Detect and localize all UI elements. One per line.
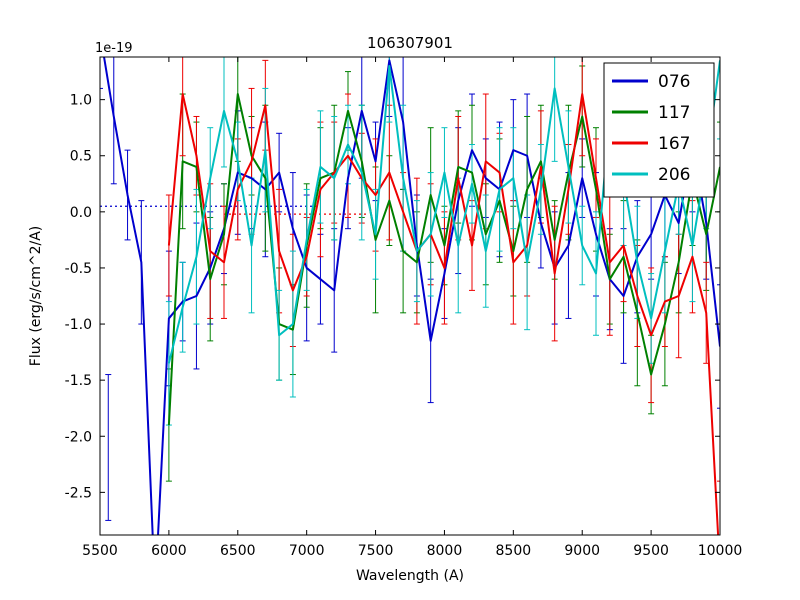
spectrum-line-076 (103, 57, 720, 535)
y-tick-label: -1.0 (65, 317, 92, 333)
y-axis-label: Flux (erg/s/cm^2/A) (28, 226, 44, 366)
x-tick-label: 10000 (698, 543, 743, 559)
y-tick-label: -0.5 (65, 261, 92, 277)
x-axis-label: Wavelength (A) (356, 568, 464, 584)
legend-label-117: 117 (658, 103, 690, 123)
y-tick-label: 0.0 (70, 205, 92, 221)
legend-label-167: 167 (658, 134, 690, 154)
y-tick-label: 1.0 (70, 93, 92, 109)
y-tick-label: 0.5 (70, 149, 92, 165)
legend-label-206: 206 (658, 165, 690, 185)
y-tick-label: -2.0 (65, 429, 92, 445)
chart-title: 106307901 (367, 34, 453, 52)
x-tick-label: 9000 (564, 543, 600, 559)
spectrum-line-167 (167, 93, 720, 535)
y-tick-label: -2.5 (65, 485, 92, 501)
legend-label-076: 076 (658, 72, 690, 92)
axes-frame (99, 56, 721, 536)
x-tick-label: 6500 (220, 543, 256, 559)
x-tick-label: 7500 (358, 543, 394, 559)
x-tick-label: 8000 (427, 543, 463, 559)
y-tick-label: -1.5 (65, 373, 92, 389)
x-tick-label: 9500 (633, 543, 669, 559)
spectrum-line-206 (167, 60, 720, 364)
spectrum-line-117 (167, 93, 720, 426)
x-tick-label: 8500 (496, 543, 532, 559)
y-axis-offset-label: 1e-19 (95, 41, 133, 56)
x-tick-label: 7000 (289, 543, 325, 559)
x-tick-label: 5500 (82, 543, 118, 559)
x-tick-label: 6000 (151, 543, 187, 559)
